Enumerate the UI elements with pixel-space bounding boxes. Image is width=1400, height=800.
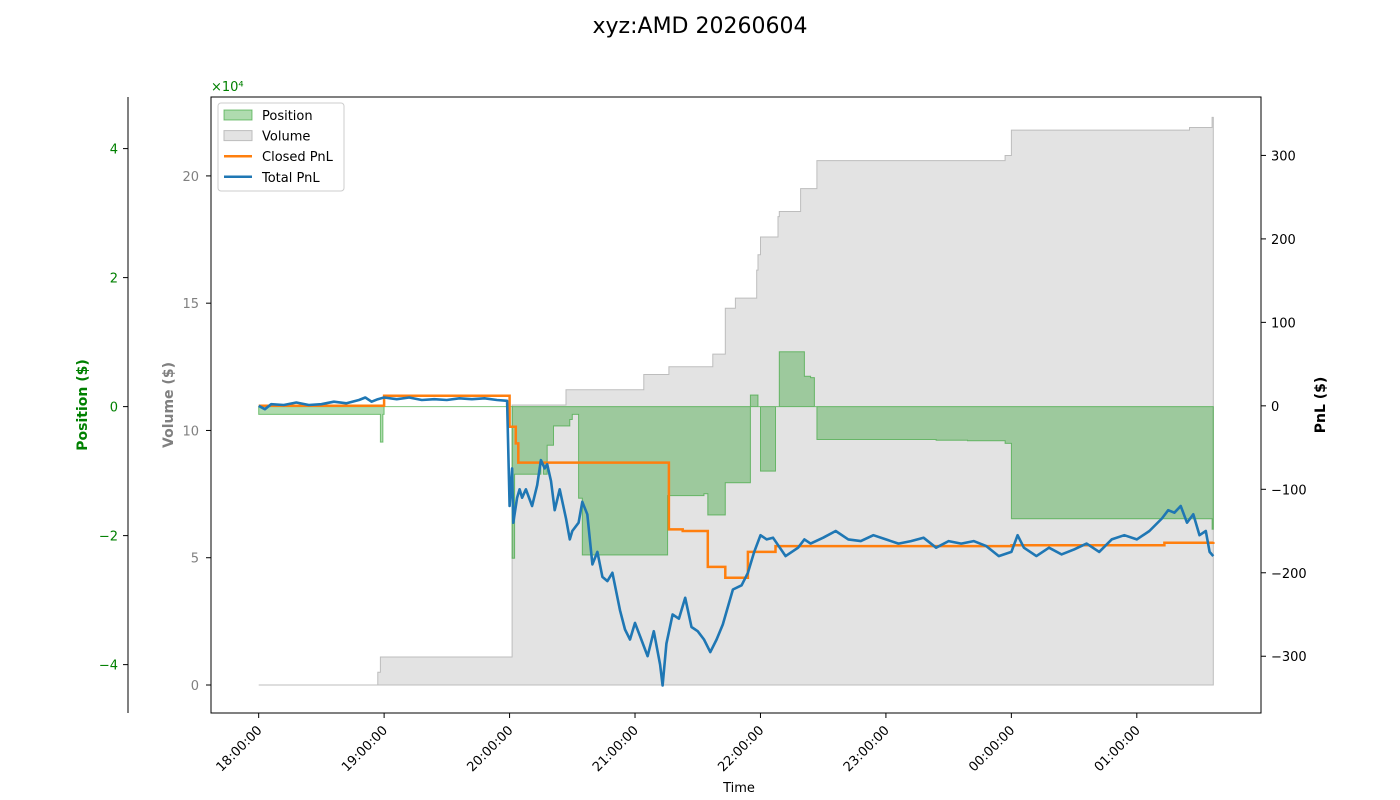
legend-label: Total PnL [261, 171, 320, 186]
position-tick-label: 0 [110, 401, 118, 416]
position-axis-offset-text: ×10⁴ [211, 80, 244, 95]
legend-swatch [223, 109, 253, 121]
position-tick-label: 4 [110, 143, 118, 158]
x-tick-label: 18:00:00 [214, 723, 266, 775]
volume-tick-label: 10 [182, 424, 199, 439]
series-position-area [258, 351, 1214, 559]
x-axis-label: Time [722, 781, 755, 796]
plot-area [211, 97, 1261, 713]
legend-swatch [223, 130, 253, 142]
legend: Position Volume Closed PnL Total PnL [217, 102, 345, 192]
x-tick-label: 21:00:00 [590, 723, 642, 775]
x-axis: 18:00:00 19:00:00 20:00:00 21:00:00 22:00:00… [214, 713, 1144, 796]
legend-label: Volume [262, 130, 310, 145]
volume-tick-label: 20 [182, 170, 199, 185]
legend-label: Position [262, 109, 313, 124]
volume-tick-label: 5 [191, 552, 199, 567]
position-tick-label: −2 [99, 530, 118, 545]
pnl-tick-label: 200 [1271, 233, 1296, 248]
chart-title: xyz:AMD 20260604 [593, 14, 808, 39]
position-axis: −4 −2 0 2 4 Position ($) ×10⁴ [75, 80, 244, 713]
pnl-tick-label: 100 [1271, 316, 1296, 331]
x-tick-label: 00:00:00 [966, 723, 1018, 775]
pnl-axis: −300 −200 −100 0 100 200 300 PnL ($) [1261, 149, 1329, 665]
plot-frame [210, 96, 1262, 714]
volume-tick-label: 15 [182, 297, 199, 312]
volume-axis-label: Volume ($) [161, 362, 177, 448]
pnl-axis-label: PnL ($) [1313, 377, 1329, 434]
position-axis-label: Position ($) [75, 359, 91, 451]
pnl-tick-label: 0 [1271, 400, 1279, 415]
series-total-pnl-line [258, 396, 1215, 687]
legend-label: Closed PnL [262, 150, 334, 165]
x-tick-label: 19:00:00 [339, 723, 391, 775]
position-tick-label: 2 [110, 272, 118, 287]
pnl-tick-label: −100 [1271, 483, 1307, 498]
pnl-tick-label: 300 [1271, 149, 1296, 164]
pnl-tick-label: −300 [1271, 650, 1307, 665]
x-tick-label: 01:00:00 [1092, 723, 1144, 775]
position-tick-label: −4 [99, 659, 118, 674]
volume-axis: 0 5 10 15 20 Volume ($) [161, 170, 211, 694]
x-tick-label: 23:00:00 [841, 723, 893, 775]
x-tick-label: 22:00:00 [715, 723, 767, 775]
series-volume-area [258, 116, 1214, 686]
legend-box [217, 102, 345, 192]
volume-tick-label: 0 [191, 679, 199, 694]
series-closed-pnl-line [258, 394, 1215, 580]
pnl-tick-label: −200 [1271, 567, 1307, 582]
x-tick-label: 20:00:00 [464, 723, 516, 775]
